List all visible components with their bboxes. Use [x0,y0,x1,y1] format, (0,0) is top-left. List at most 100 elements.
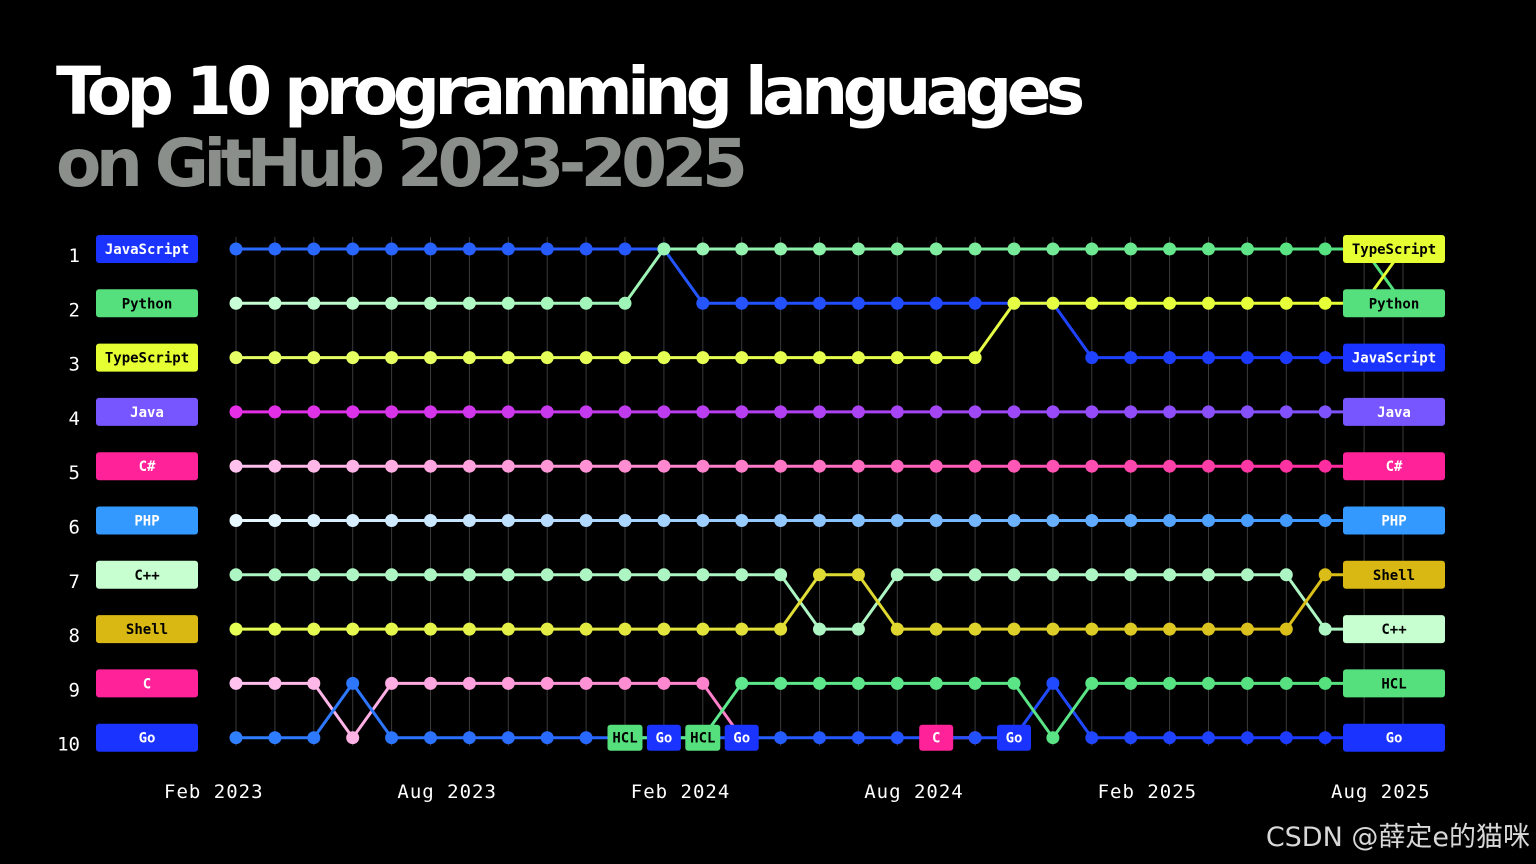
data-point [385,568,399,582]
data-point [851,459,865,473]
end-label-bg [1343,343,1445,372]
data-point [618,568,632,582]
data-point [346,405,360,419]
data-point [268,351,282,365]
data-point [929,676,943,690]
data-point [1202,622,1215,636]
data-point [579,676,593,690]
inline-label-bg [607,724,643,751]
data-point [540,405,554,419]
data-point [1163,568,1177,582]
data-point [1007,676,1021,690]
data-point [1163,405,1177,419]
start-label-text: C# [139,459,156,475]
data-point [774,676,788,690]
inline-label-bg [685,724,721,751]
inline-label: Go [997,724,1031,751]
data-point [774,622,788,636]
data-point [579,514,593,527]
chart-title-line-1: Top 10 programming languages [56,53,1085,130]
start-label-bg [96,235,198,263]
end-label-text: Python [1369,296,1420,312]
data-point [696,405,710,419]
data-point [968,514,982,527]
data-point [307,459,321,473]
data-point [1279,568,1293,582]
data-point [929,622,943,636]
data-point [229,568,243,582]
data-point [1202,351,1215,365]
inline-label: Go [724,724,759,751]
data-point [1124,731,1138,745]
chart-title-line-2: on GitHub 2023-2025 [56,125,748,202]
start-label-text: C++ [134,568,159,584]
data-point [1240,731,1254,745]
data-point [424,731,437,745]
data-point [424,242,437,256]
data-point [1085,731,1099,745]
x-tick-label: Feb 2025 [1098,781,1198,803]
data-point [307,622,321,636]
data-point [346,296,360,310]
end-label: HCL [1343,669,1445,698]
data-point [424,351,437,365]
data-point [929,459,943,473]
data-point [968,459,982,473]
data-point [929,514,943,527]
data-point [813,296,826,310]
rank-tick-label: 2 [69,299,80,321]
start-label-bg [96,615,198,644]
end-label-text: C# [1386,459,1403,475]
data-point [813,351,826,365]
data-point [229,622,243,636]
data-point [229,731,243,745]
end-label: JavaScript [1343,343,1445,372]
data-point [1279,676,1293,690]
data-point [462,676,476,690]
data-point [385,296,399,310]
end-label: Java [1343,397,1445,426]
data-point [1046,459,1060,473]
inline-label: Go [646,724,681,751]
data-point [1085,296,1099,310]
data-point [1163,459,1177,473]
data-point [696,514,710,527]
data-point [696,459,710,473]
data-point [1085,242,1099,256]
data-point [501,568,515,582]
data-point [968,242,982,256]
start-label: C# [96,452,198,481]
inline-label: HCL [685,724,721,751]
end-label-text: TypeScript [1352,242,1436,258]
data-point [618,296,632,310]
data-point [424,568,437,582]
data-point [579,622,593,636]
data-point [268,568,282,582]
data-point [929,405,943,419]
start-label-bg [96,506,198,535]
series-line-segment [1051,681,1094,740]
series-line-segment [973,301,1016,360]
data-point [1240,351,1254,365]
data-point [657,568,671,582]
data-point [851,731,865,745]
data-point [424,296,437,310]
data-point [968,405,982,419]
data-point [968,568,982,582]
data-point [1124,568,1138,582]
data-point [774,351,788,365]
data-point [1318,459,1332,473]
data-point [268,514,282,527]
data-point [851,296,865,310]
data-point [813,405,826,419]
data-point [1046,622,1060,636]
data-point [1202,514,1215,527]
data-point [540,731,554,745]
rank-tick-label: 8 [69,625,80,647]
end-label-bg [1343,669,1445,698]
start-label-bg [96,560,198,589]
data-point [735,622,749,636]
data-point [307,296,321,310]
data-point [1202,296,1215,310]
series-line-segment [1051,301,1094,360]
